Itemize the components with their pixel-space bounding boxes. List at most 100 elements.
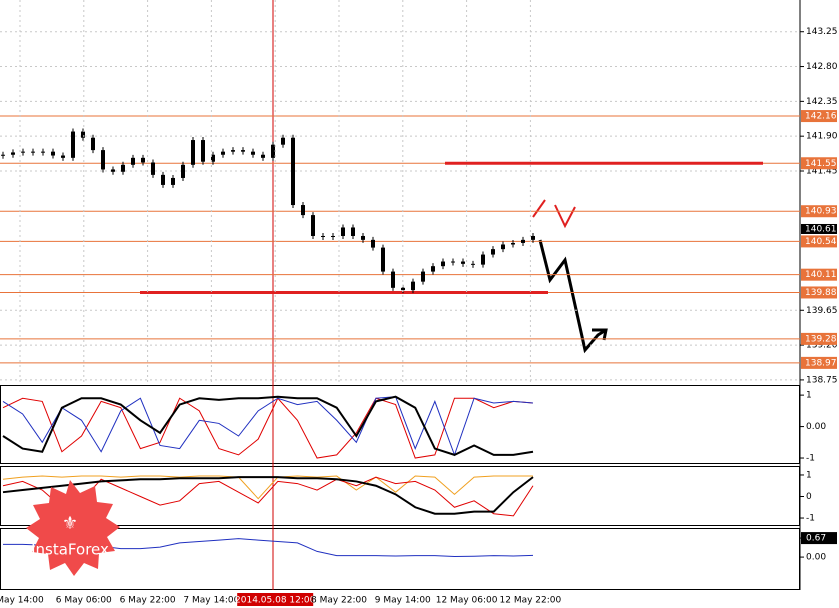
candle <box>461 261 465 264</box>
level-label-box <box>801 268 837 281</box>
candle <box>191 140 195 165</box>
logo-icon: ⚜ <box>62 513 78 534</box>
candle <box>281 137 285 145</box>
candle <box>421 271 425 282</box>
y-tick-label: 1 <box>806 391 812 401</box>
x-tick-label: 2014.05.08 12:00 <box>235 596 316 606</box>
candle <box>211 154 215 162</box>
candle <box>241 150 245 152</box>
candle <box>381 247 385 272</box>
candle <box>511 242 515 245</box>
y-tick-label: 1 <box>806 470 812 480</box>
level-label: 140.93 <box>805 207 837 217</box>
y-tick-label: -1 <box>806 514 815 524</box>
candle <box>111 169 115 172</box>
candle <box>401 287 405 291</box>
candle <box>271 144 275 158</box>
y-tick-label: 141.90 <box>806 132 838 142</box>
logo: InstaForex ⚜ <box>26 480 120 576</box>
x-tick-label: 12 May 06:00 <box>436 596 498 606</box>
level-label: 139.88 <box>805 288 837 298</box>
candle <box>481 254 485 265</box>
level-label-box <box>801 332 837 345</box>
level-label: 142.16 <box>805 112 837 122</box>
candle <box>251 151 255 155</box>
level-label-box <box>801 157 837 170</box>
candle <box>181 164 185 178</box>
candle <box>91 137 95 151</box>
candle <box>491 249 495 255</box>
candle <box>431 266 435 272</box>
candle <box>41 151 45 153</box>
level-label-box <box>801 205 837 218</box>
candle <box>301 205 305 216</box>
candle <box>521 239 525 243</box>
candle <box>471 263 475 265</box>
candle <box>221 151 225 155</box>
forecast-drawings <box>532 199 608 354</box>
last-price-label: 140.61 <box>805 224 837 234</box>
candle <box>411 281 415 291</box>
candle <box>361 235 365 240</box>
candle <box>51 151 55 156</box>
y-tick-label: 0.67 <box>806 534 826 544</box>
x-tick-label: 12 May 22:00 <box>500 596 562 606</box>
y-tick-label: 138.75 <box>806 375 838 385</box>
candle <box>201 140 205 162</box>
logo-badge <box>26 480 120 576</box>
candle <box>451 261 455 263</box>
candle <box>141 157 145 163</box>
pane-frames <box>0 0 801 590</box>
x-tick-label: May 14:00 <box>0 596 44 606</box>
x-tick-label: 9 May 14:00 <box>375 596 431 606</box>
candle <box>331 235 335 237</box>
indicator-line <box>2 397 534 459</box>
candle <box>31 151 35 153</box>
candle <box>341 227 345 236</box>
value-box <box>801 532 837 545</box>
y-tick-label: 141.45 <box>806 166 838 176</box>
level-label-box <box>801 356 837 369</box>
candle <box>71 131 75 158</box>
candle <box>11 152 15 155</box>
indicator-line <box>2 475 533 500</box>
candle <box>171 177 175 185</box>
x-tick-label: 8 May 22:00 <box>311 596 367 606</box>
candle <box>121 164 125 172</box>
x-tick-label: 6 May 22:00 <box>120 596 176 606</box>
y-tick-label: -1 <box>806 454 815 464</box>
cursor-time-box <box>237 593 314 606</box>
candle <box>501 244 505 250</box>
x-tick-label: 6 May 06:00 <box>56 596 112 606</box>
candle <box>151 162 155 175</box>
level-label-box <box>801 235 837 248</box>
level-label: 140.54 <box>805 237 837 247</box>
candle <box>531 235 535 240</box>
y-tick-label: 139.20 <box>806 341 838 351</box>
candle <box>321 235 325 237</box>
level-label-box <box>801 286 837 299</box>
candle <box>61 155 65 158</box>
indicator-line <box>2 476 534 515</box>
candle <box>101 150 105 170</box>
level-label: 139.28 <box>805 334 837 344</box>
y-tick-label: 0.00 <box>806 422 826 432</box>
last-price-box <box>801 223 837 234</box>
level-label-box <box>801 110 837 123</box>
candle <box>131 157 135 165</box>
reversal-arrow <box>554 204 576 229</box>
logo-text: InstaForex <box>31 541 109 559</box>
candle <box>351 227 355 236</box>
candle <box>161 174 165 185</box>
candle <box>261 154 265 158</box>
candle <box>371 239 375 248</box>
candle <box>81 131 85 138</box>
y-tick-label: 0.00 <box>806 553 826 563</box>
candle <box>441 261 445 267</box>
indicator-line <box>2 395 534 456</box>
forecast-arrow <box>538 239 607 354</box>
y-tick-label: 143.25 <box>806 27 838 37</box>
candle <box>291 137 295 206</box>
y-tick-label: 139.65 <box>806 306 838 316</box>
